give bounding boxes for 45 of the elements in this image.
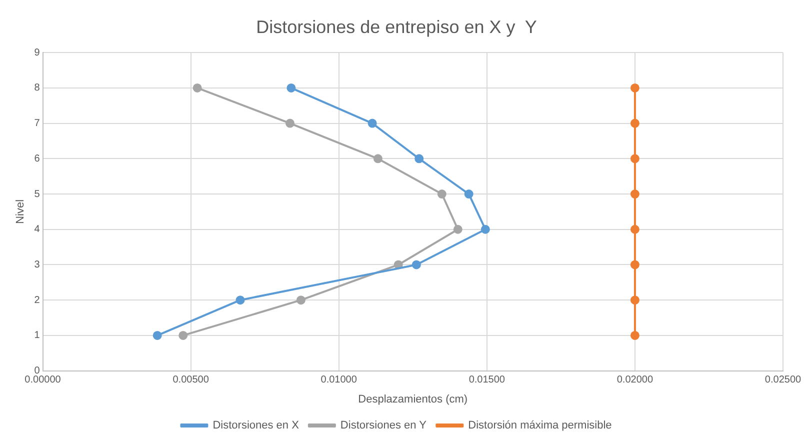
y-tick-label: 5 [34,188,40,200]
x-tick-label: 0.01500 [468,374,506,386]
chart-title: Distorsiones de entrepiso en X y Y [256,16,537,37]
x-tick-label: 0.00500 [172,374,210,386]
point [178,330,188,340]
point [630,190,640,199]
point [373,154,382,164]
point [286,83,296,92]
point [286,118,294,128]
point [152,330,162,340]
legend-label: Distorsión máxima permisible [468,420,612,432]
y-tick-label: 9 [34,47,40,58]
y-tick-label: 4 [34,224,40,236]
point [630,83,640,92]
point [630,260,640,270]
point [412,260,421,270]
y-tick-label: 7 [34,118,40,130]
point [236,296,245,305]
point [630,154,640,164]
point [630,118,640,128]
x-tick-label: 0.00000 [24,374,62,386]
x-tick-label: 0.02000 [616,374,654,386]
y-tick-label: 2 [34,294,40,306]
y-tick-label: 1 [34,330,40,342]
point [437,190,446,199]
y-tick-label: 3 [34,259,40,270]
point [296,296,306,305]
x-tick-label: 0.01000 [320,374,358,386]
x-tick-label: 0.02500 [764,374,802,386]
legend-label: Distorsiones en Y [340,420,428,432]
y-tick-label: 8 [34,82,40,94]
x-axis-title: Desplazamientos (cm) [358,393,468,406]
point [368,118,377,128]
y-tick-label: 0 [34,366,40,377]
point [192,83,202,92]
legend-label: Distorsiones en X [212,420,300,432]
point [630,296,640,305]
point [630,330,640,340]
y-tick-label: 6 [34,153,40,164]
point [464,190,474,199]
point [480,224,490,234]
y-axis-title: Nivel [14,199,27,224]
point [453,224,462,234]
point [414,154,424,164]
point [630,224,640,234]
